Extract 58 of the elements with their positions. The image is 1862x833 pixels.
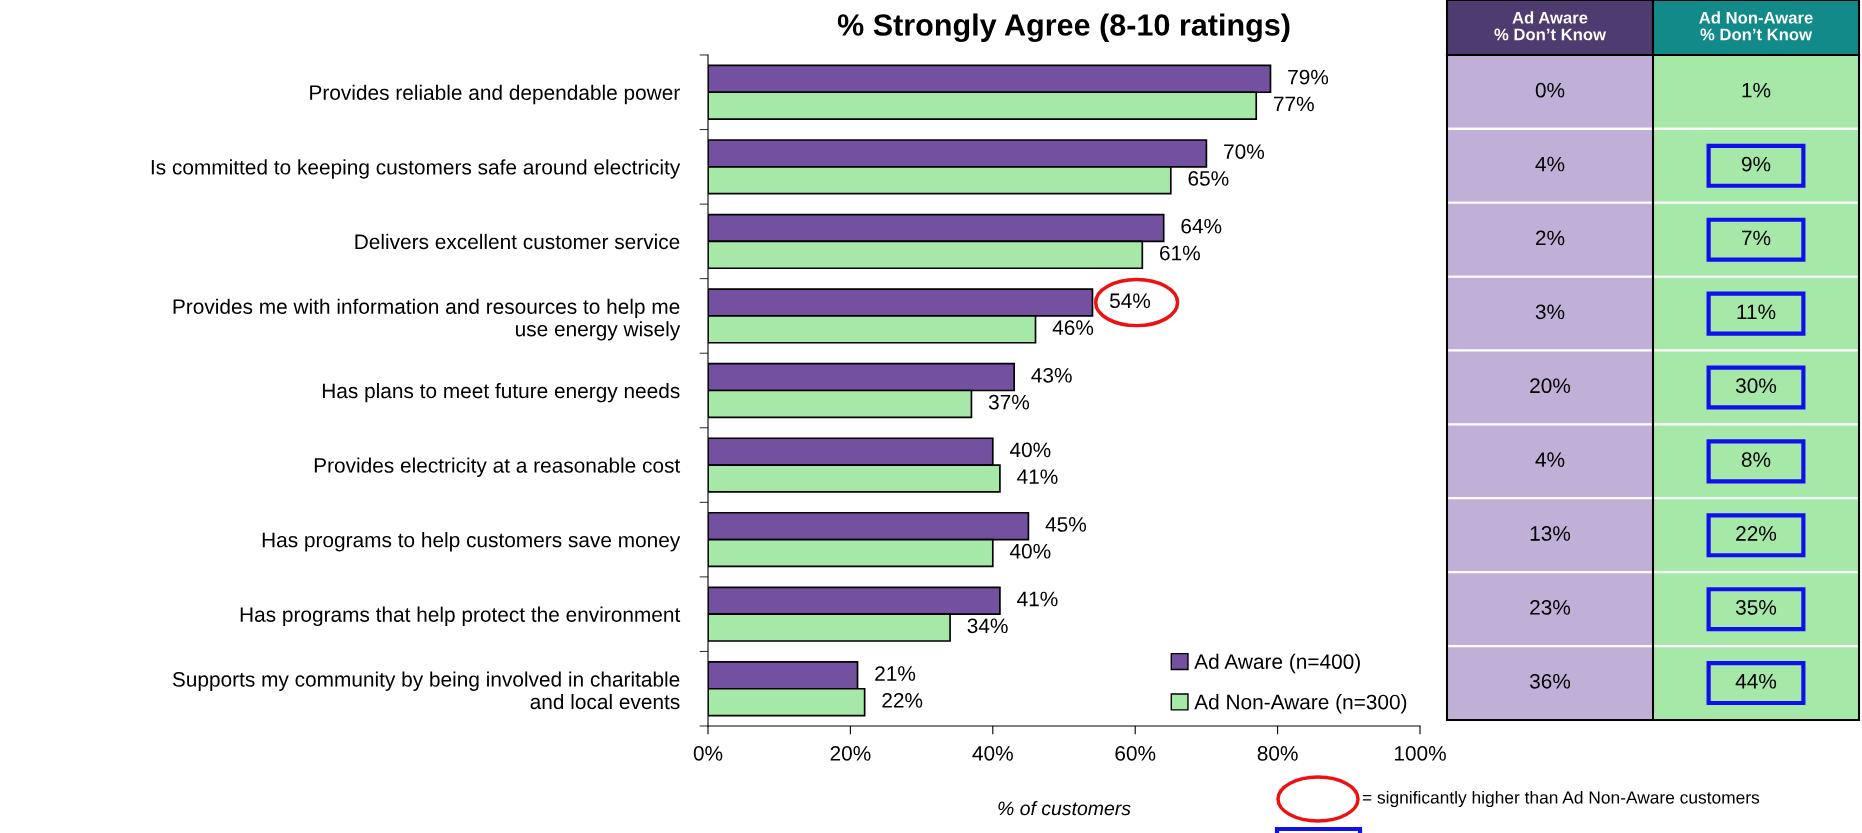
data-label: 65% (1188, 171, 1229, 186)
x-tick-label: 100% (1394, 745, 1446, 761)
data-label: 34% (967, 618, 1008, 634)
data-label: 35% (1735, 600, 1777, 615)
x-axis-title: % of customers (998, 800, 1131, 816)
data-label: 0% (1535, 82, 1565, 98)
data-label: 4% (1535, 452, 1565, 467)
chart-title: % Strongly Agree (8-10 ratings) (837, 13, 1290, 43)
x-tick-label: 60% (1115, 745, 1156, 761)
data-label: 70% (1224, 144, 1265, 160)
data-label: 1% (1742, 82, 1771, 98)
data-label: 61% (1160, 245, 1200, 261)
x-tick-label: Ad Aware % Don’t Know (1494, 11, 1607, 41)
x-tick-label: 40% (972, 745, 1013, 761)
data-label: 43% (1031, 367, 1072, 383)
data-label: 20% (1530, 378, 1571, 394)
annotation: 54% (1109, 293, 1151, 309)
data-label: 79% (1288, 69, 1329, 85)
data-label: 40% (1009, 442, 1051, 458)
y-tick-label: Delivers excellent customer service (355, 233, 680, 250)
data-label: 37% (988, 394, 1030, 410)
data-label: 30% (1735, 378, 1777, 394)
data-label: 11% (1737, 304, 1776, 320)
data-label: 22% (882, 692, 923, 708)
data-label: 9% (1741, 156, 1771, 172)
data-label: 44% (1735, 673, 1777, 689)
x-tick-label: 20% (830, 745, 871, 761)
x-tick-label: 80% (1257, 745, 1298, 761)
data-label: 8% (1741, 452, 1771, 467)
data-label: 36% (1529, 673, 1571, 689)
y-tick-label: Is committed to keeping customers safe around electricity (151, 159, 681, 179)
y-tick-label: Supports my community by being involved in charitable and local events (172, 671, 680, 710)
data-label: 3% (1535, 304, 1565, 320)
x-tick-label: Ad Non-Aware % Don’t Know (1699, 11, 1813, 41)
data-label: 45% (1045, 517, 1087, 532)
data-label: 41% (1017, 591, 1058, 607)
data-label: 4% (1535, 156, 1565, 172)
x-tick-label: 0% (693, 745, 723, 761)
legend-label: Ad Aware (n=400) (1194, 653, 1360, 674)
data-label: 41% (1017, 469, 1058, 484)
data-label: 22% (1736, 526, 1777, 541)
data-label: 40% (1009, 543, 1051, 559)
y-tick-label: Provides me with information and resources to help me use energy wisely (173, 298, 681, 341)
y-tick-label: Provides electricity at a reasonable cost (314, 457, 681, 477)
data-label: 7% (1742, 230, 1771, 246)
data-label: 64% (1181, 218, 1222, 234)
y-tick-label: Has programs to help customers save money (262, 532, 681, 552)
y-tick-label: Has programs that help protect the environment (240, 606, 681, 627)
y-tick-label: Provides reliable and dependable power (310, 84, 680, 105)
data-label: 77% (1273, 96, 1314, 112)
data-label: 13% (1530, 526, 1571, 541)
data-label: 23% (1530, 600, 1571, 615)
y-tick-label: Has plans to meet future energy needs (322, 382, 680, 403)
data-label: 46% (1052, 320, 1094, 335)
legend-label: Ad Non-Aware (n=300) (1194, 694, 1407, 714)
text: = significantly higher than Ad Non-Aware customers (1362, 790, 1760, 808)
data-label: 21% (875, 666, 916, 681)
data-label: 2% (1535, 230, 1565, 246)
